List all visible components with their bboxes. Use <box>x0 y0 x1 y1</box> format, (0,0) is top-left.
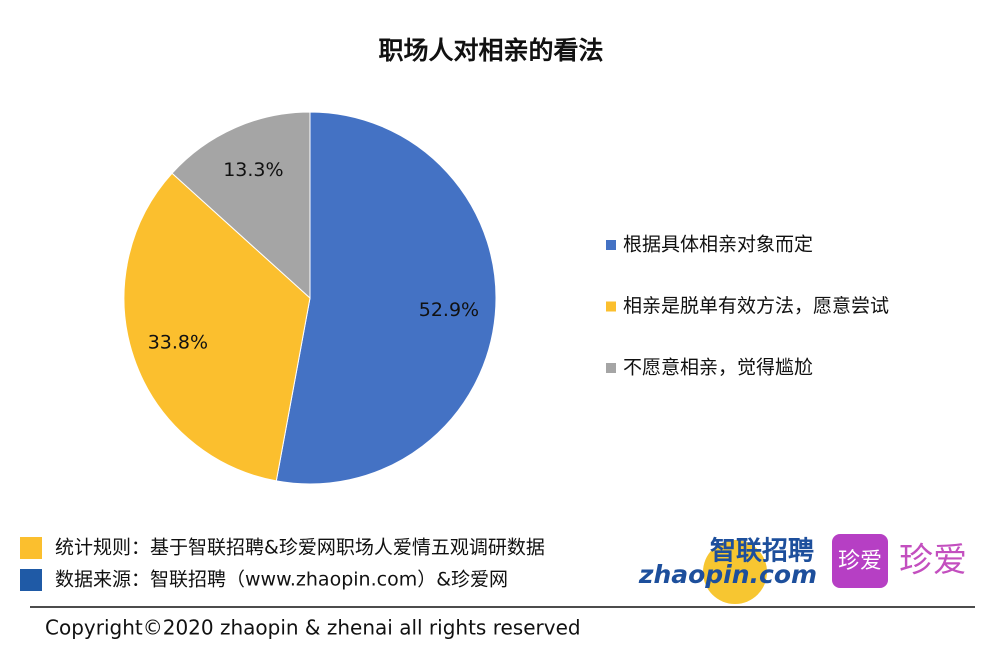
logo-ball <box>703 540 767 604</box>
notes: 统计规则：基于智联招聘&珍爱网职场人爱情五观调研数据数据来源：智联招聘（www.… <box>20 537 545 591</box>
legend-swatch <box>606 240 616 250</box>
pie-slice <box>171 111 311 300</box>
legend-label: 相亲是脱单有效方法，愿意尝试 <box>623 295 889 317</box>
logo-zhaopin-en: zhaopin.com <box>638 560 817 589</box>
legend-swatch <box>606 301 616 312</box>
data-label: 13.3% <box>223 159 283 181</box>
note-swatch <box>20 537 42 559</box>
logo-zhenai-icon: 珍爱 <box>838 549 882 574</box>
pie-slice <box>275 111 497 485</box>
note-text: 统计规则：基于智联招聘&珍爱网职场人爱情五观调研数据 <box>55 537 545 559</box>
data-label: 52.9% <box>419 299 479 321</box>
pie: 52.9% 33.8% 13.3% <box>123 111 497 485</box>
note-text: 数据来源：智联招聘（www.zhaopin.com）&珍爱网 <box>55 569 508 591</box>
pie-slice <box>123 172 311 482</box>
data-label: 33.8% <box>148 331 208 353</box>
legend-label: 不愿意相亲，觉得尴尬 <box>623 357 813 379</box>
logo-zhenai-icon-bg <box>832 534 888 588</box>
copyright: Copyright©2020 zhaopin & zhenai all righ… <box>45 616 581 640</box>
legend-swatch <box>606 363 616 373</box>
note-swatch <box>20 569 42 591</box>
legend-label: 根据具体相亲对象而定 <box>623 234 813 256</box>
chart-title: 职场人对相亲的看法 <box>378 36 603 65</box>
logo-zhenai: 珍爱 <box>899 541 967 581</box>
logo-zhaopin-cn: 智联招聘 <box>710 537 814 567</box>
